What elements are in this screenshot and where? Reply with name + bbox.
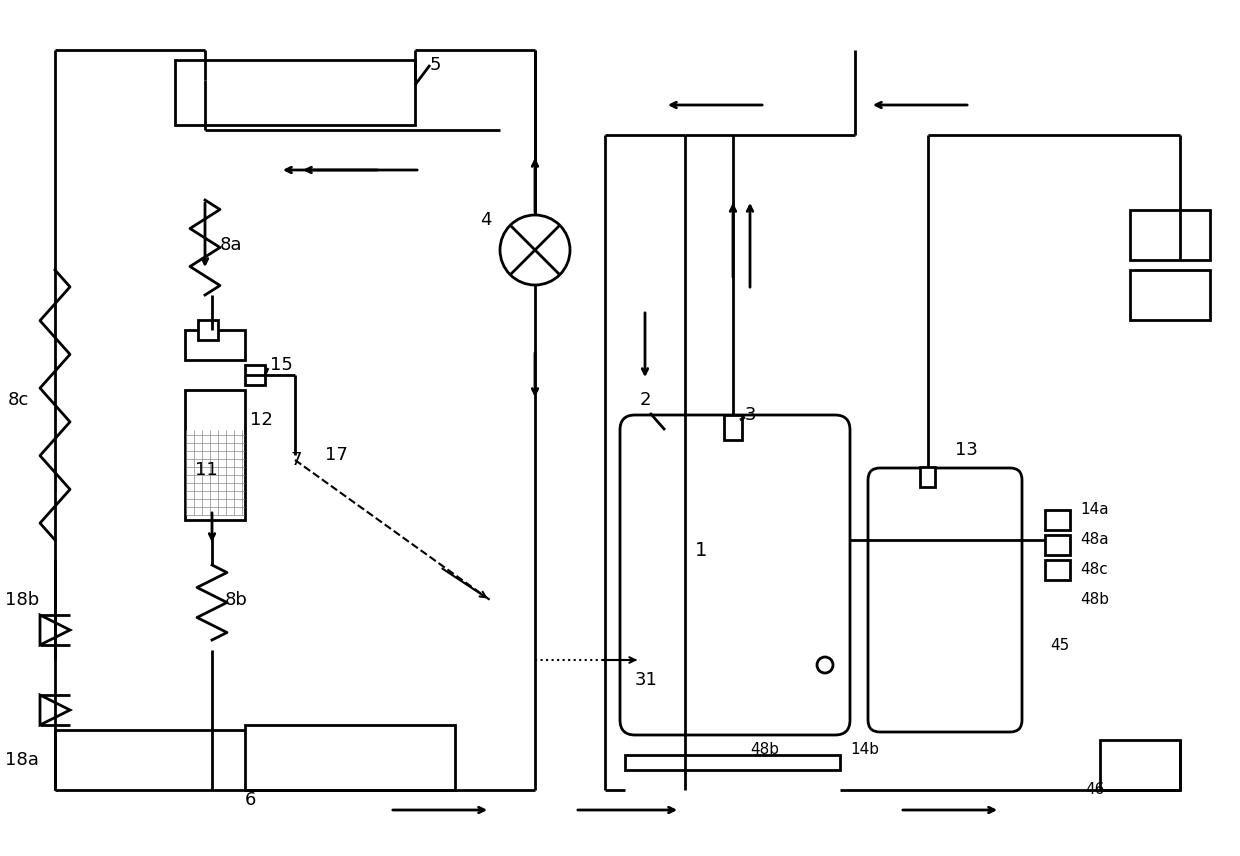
Text: 5: 5 <box>430 56 441 74</box>
Text: 14b: 14b <box>849 742 879 758</box>
Bar <box>920 467 935 487</box>
Text: 14a: 14a <box>1080 502 1109 518</box>
Bar <box>198 320 218 340</box>
Bar <box>246 725 455 790</box>
Text: 3: 3 <box>745 406 756 424</box>
Bar <box>625 755 839 770</box>
Text: 46: 46 <box>1085 782 1105 798</box>
Bar <box>175 60 415 125</box>
Text: 8b: 8b <box>224 591 248 609</box>
Text: 48b: 48b <box>750 742 779 758</box>
Text: 7: 7 <box>290 451 301 469</box>
Circle shape <box>817 657 833 673</box>
Bar <box>1045 535 1070 555</box>
Text: 13: 13 <box>955 441 978 459</box>
Bar <box>724 415 742 440</box>
Text: 45: 45 <box>1050 638 1069 652</box>
Bar <box>246 365 265 385</box>
Bar <box>1130 270 1210 320</box>
Text: 15: 15 <box>270 356 293 374</box>
Bar <box>1045 510 1070 530</box>
Polygon shape <box>40 615 69 645</box>
FancyBboxPatch shape <box>620 415 849 735</box>
Text: 2: 2 <box>640 391 651 409</box>
Text: 8c: 8c <box>7 391 30 409</box>
Text: 48b: 48b <box>1080 592 1109 608</box>
Text: 18a: 18a <box>5 751 38 769</box>
Text: 6: 6 <box>246 791 257 809</box>
Text: 11: 11 <box>195 461 218 479</box>
Text: 18b: 18b <box>5 591 40 609</box>
Text: 1: 1 <box>694 540 707 560</box>
Bar <box>1100 740 1180 790</box>
Bar <box>185 390 246 520</box>
FancyBboxPatch shape <box>868 468 1022 732</box>
Text: 8a: 8a <box>219 236 243 254</box>
Text: 31: 31 <box>635 671 658 689</box>
Bar <box>185 330 246 360</box>
Circle shape <box>500 215 570 285</box>
Text: 48a: 48a <box>1080 532 1109 548</box>
Text: 4: 4 <box>480 211 491 229</box>
Text: 17: 17 <box>325 446 348 464</box>
Bar <box>1045 560 1070 580</box>
Polygon shape <box>40 695 69 725</box>
Bar <box>1130 210 1210 260</box>
Text: 12: 12 <box>250 411 273 429</box>
Text: 48c: 48c <box>1080 562 1107 578</box>
